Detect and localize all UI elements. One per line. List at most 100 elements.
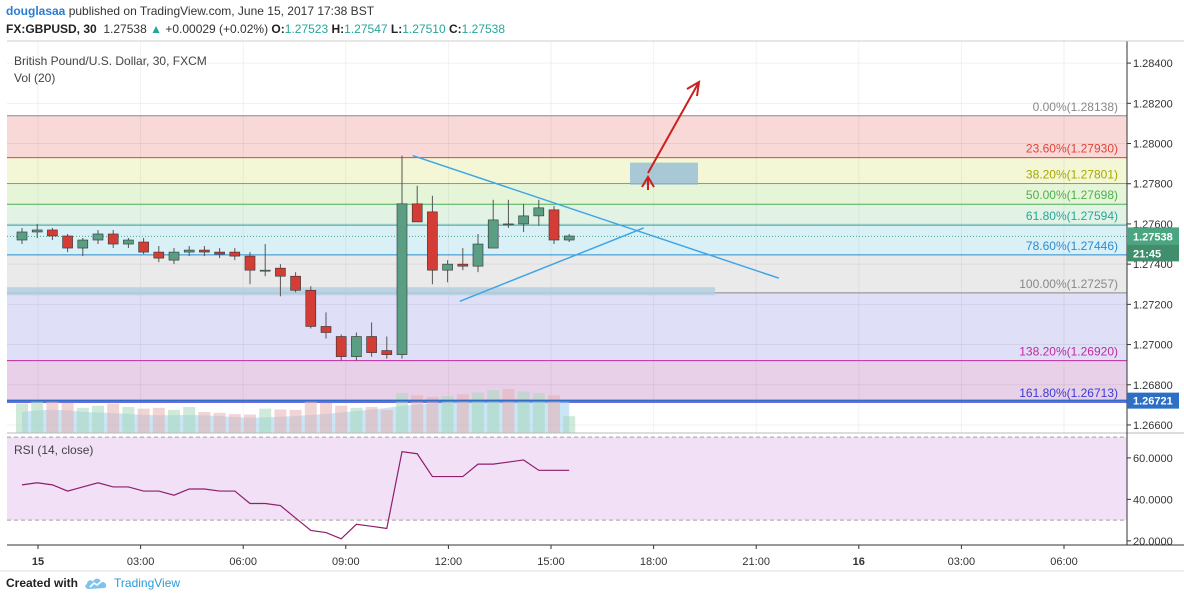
candle-body <box>320 326 332 333</box>
volume-bar <box>76 407 89 433</box>
volume-bar <box>228 414 241 433</box>
candle-body <box>427 211 438 271</box>
fib-zone <box>7 157 1127 184</box>
price-tag-label: 1.27538 <box>1133 231 1173 243</box>
candle <box>31 223 43 239</box>
candle-body <box>107 233 119 245</box>
candle-body <box>47 229 58 237</box>
time-tick-label: 09:00 <box>332 556 360 568</box>
fib-label: 0.00%(1.28138) <box>1033 100 1118 114</box>
close-value: 1.27538 <box>461 22 506 36</box>
volume-bar <box>304 401 317 433</box>
candle-body <box>335 336 347 357</box>
candle <box>168 248 180 265</box>
volume-label: Vol (20) <box>14 71 55 85</box>
time-tick-label: 21:00 <box>742 556 770 568</box>
volume-bar <box>122 406 135 433</box>
candle <box>275 264 286 297</box>
support-zone <box>7 287 715 296</box>
candle <box>548 205 560 245</box>
volume-bar <box>168 409 180 433</box>
candle <box>533 199 545 226</box>
volume-bar <box>563 416 576 433</box>
candle <box>411 185 423 223</box>
volume-bar <box>532 393 545 433</box>
volume-bar <box>411 395 424 433</box>
volume-bar <box>92 405 104 433</box>
fib-label: 161.80%(1.26713) <box>1019 386 1118 400</box>
low-label: L: <box>390 22 403 36</box>
rsi-tick-label: 60.0000 <box>1133 453 1173 465</box>
fib-zone <box>7 115 1127 158</box>
candle <box>92 229 104 245</box>
candle-body <box>381 350 393 355</box>
price-tick-label: 1.28200 <box>1133 98 1173 110</box>
author-link[interactable]: douglasaa <box>6 4 66 18</box>
volume-bar <box>244 414 256 433</box>
price-tick-label: 1.27800 <box>1133 179 1173 191</box>
volume-bar <box>426 396 439 433</box>
fib-zone <box>7 204 1127 226</box>
candle <box>214 248 225 259</box>
candle-body <box>487 219 499 249</box>
volume-bar <box>137 408 150 433</box>
candle <box>320 312 332 339</box>
time-tick-label: 03:00 <box>948 556 976 568</box>
rsi-tick-label: 20.0000 <box>1133 536 1173 548</box>
candle-body <box>199 249 210 253</box>
candle <box>259 244 271 277</box>
fib-label: 38.20%(1.27801) <box>1026 168 1118 182</box>
candle <box>472 233 484 273</box>
chart-title: British Pound/U.S. Dollar, 30, FXCM <box>14 54 207 68</box>
high-label: H: <box>331 22 345 36</box>
price-tick-label: 1.27400 <box>1133 259 1173 271</box>
time-tick-label: 12:00 <box>435 556 463 568</box>
candle-body <box>138 241 149 253</box>
published-text: published on TradingView.com, June 15, 2… <box>68 4 375 18</box>
candle-body <box>518 215 529 225</box>
candle-body <box>183 249 195 253</box>
time-tick-label: 06:00 <box>1050 556 1078 568</box>
candle <box>305 286 317 329</box>
candle-body <box>168 251 180 261</box>
last-price: 1.27538 <box>103 22 147 36</box>
tradingview-link[interactable]: TradingView <box>84 576 180 590</box>
fib-zone <box>7 183 1127 205</box>
tradingview-brand: TradingView <box>114 576 181 590</box>
candle-body <box>275 267 286 277</box>
candle-body <box>503 223 514 226</box>
candle <box>427 195 438 285</box>
fib-zone <box>7 292 1127 361</box>
volume-bar <box>472 392 484 433</box>
candle-body <box>351 336 362 357</box>
time-tick-label: 16 <box>853 556 865 568</box>
candle-body <box>259 269 271 272</box>
candle <box>396 155 408 359</box>
high-value: 1.27547 <box>344 22 388 36</box>
candle <box>244 252 256 285</box>
candle-body <box>411 203 423 223</box>
candle <box>442 260 453 283</box>
fib-label: 61.80%(1.27594) <box>1026 209 1118 223</box>
candle <box>153 246 165 263</box>
volume-bar <box>289 409 302 433</box>
volume-bar <box>107 403 120 433</box>
volume-bar <box>335 405 348 433</box>
rsi-line <box>21 450 570 540</box>
candle <box>563 233 575 243</box>
candle-body <box>305 289 317 327</box>
volume-bar <box>380 409 393 433</box>
created-with-text: Created with <box>6 576 79 590</box>
price-tick-label: 1.28000 <box>1133 139 1173 151</box>
candle-body <box>123 239 134 245</box>
fib-label: 50.00%(1.27698) <box>1026 188 1118 202</box>
triangle-upper-line <box>412 154 780 279</box>
price-tick-label: 1.26800 <box>1133 380 1173 392</box>
volume-bar <box>350 407 363 433</box>
open-label: O: <box>271 22 285 36</box>
volume-bar <box>152 407 165 433</box>
candle-body <box>16 231 28 241</box>
candle <box>503 199 514 228</box>
candle-body <box>472 243 484 267</box>
